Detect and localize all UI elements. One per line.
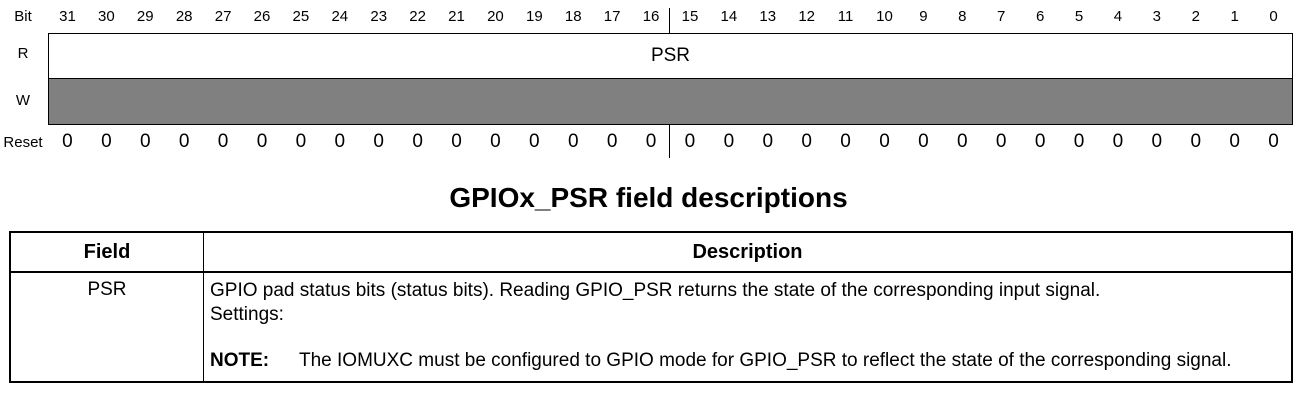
bit-number: 16 — [642, 8, 660, 25]
bit-number: 7 — [997, 8, 1006, 25]
write-row-label: W — [15, 92, 31, 109]
field-column-header: Field — [9, 231, 204, 273]
read-field-psr: PSR — [48, 33, 1293, 79]
reset-value: 0 — [529, 131, 540, 152]
reset-value: 0 — [1229, 131, 1240, 152]
reset-value: 0 — [1268, 131, 1279, 152]
reset-value: 0 — [256, 131, 268, 152]
reset-value: 0 — [295, 131, 307, 152]
bit-number: 18 — [564, 8, 582, 25]
bit-number: 8 — [958, 8, 967, 25]
description-cell: GPIO pad status bits (status bits). Read… — [203, 271, 1293, 383]
bit-number: 3 — [1152, 8, 1161, 25]
reset-value: 0 — [995, 131, 1007, 152]
bit-number: 22 — [409, 8, 426, 25]
write-field-reserved — [48, 78, 1293, 125]
reset-value: 0 — [334, 131, 346, 152]
reset-value: 0 — [840, 131, 851, 152]
reset-value: 0 — [684, 131, 696, 152]
reset-value: 0 — [139, 131, 151, 152]
bit-number: 12 — [798, 8, 816, 25]
note-label: NOTE: — [210, 350, 270, 371]
bit-number: 15 — [681, 8, 699, 25]
reset-value: 0 — [957, 131, 968, 152]
bit-number: 25 — [292, 8, 310, 25]
reset-value: 0 — [1112, 131, 1124, 152]
reset-value: 0 — [490, 131, 501, 152]
bit-number: 5 — [1074, 8, 1084, 25]
reset-value: 0 — [606, 131, 618, 152]
bit-number: 23 — [370, 8, 388, 25]
bit-number: 13 — [759, 8, 777, 25]
field-cell: PSR — [9, 271, 204, 383]
reset-value: 0 — [801, 131, 812, 152]
bit-header-label: Bit — [14, 8, 32, 25]
bit-number: 27 — [214, 8, 232, 25]
bit-number: 2 — [1191, 8, 1200, 25]
bit-number: 4 — [1113, 8, 1123, 25]
reset-value: 0 — [645, 131, 657, 152]
reset-value: 0 — [178, 131, 190, 152]
read-field-name: PSR — [650, 45, 691, 66]
note-text: The IOMUXC must be configured to GPIO mo… — [299, 350, 1232, 371]
reset-value: 0 — [1073, 131, 1085, 152]
reset-value: 0 — [762, 131, 774, 152]
bit-number: 26 — [253, 8, 271, 25]
bit-number: 29 — [136, 8, 154, 25]
reset-value: 0 — [217, 131, 229, 152]
bit-number: 6 — [1035, 8, 1045, 25]
bit-number: 21 — [448, 8, 465, 25]
note-block: NOTE: The IOMUXC must be configured to G… — [210, 349, 1283, 373]
bit-number: 19 — [525, 8, 543, 25]
reset-row-label: Reset — [3, 134, 43, 151]
reset-value: 0 — [879, 131, 890, 152]
reset-value: 0 — [451, 131, 462, 152]
bit-number: 24 — [331, 8, 349, 25]
reset-value: 0 — [1190, 131, 1202, 152]
bit-number: 28 — [175, 8, 193, 25]
bit-number: 30 — [98, 8, 115, 25]
bit-number: 11 — [837, 8, 854, 25]
bit-number: 17 — [603, 8, 621, 25]
reset-value: 0 — [1151, 131, 1163, 152]
bit-number: 1 — [1230, 8, 1239, 25]
reset-value: 0 — [62, 131, 73, 152]
bit-number: 14 — [720, 8, 738, 25]
halfword-divider-bottom — [669, 124, 670, 158]
description-column-header: Description — [203, 231, 1293, 273]
reset-value: 0 — [373, 131, 384, 152]
reset-value: 0 — [567, 131, 579, 152]
settings-text: Settings: — [210, 304, 284, 325]
description-text: GPIO pad status bits (status bits). Read… — [210, 280, 1101, 301]
bit-number: 9 — [919, 8, 928, 25]
halfword-divider-top — [669, 8, 670, 33]
bit-number: 20 — [487, 8, 504, 25]
bit-number: 0 — [1269, 8, 1278, 25]
reset-value: 0 — [412, 131, 423, 152]
reset-value: 0 — [723, 131, 735, 152]
read-row-label: R — [17, 45, 29, 62]
bit-number: 10 — [876, 8, 893, 25]
reset-value: 0 — [101, 131, 112, 152]
bit-number: 31 — [59, 8, 76, 25]
reset-value: 0 — [1034, 131, 1046, 152]
field-description-table: Field Description PSR GPIO pad status bi… — [9, 231, 1293, 383]
reset-value: 0 — [918, 131, 929, 152]
table-header-row: Field Description — [9, 231, 1293, 273]
table-row: PSR GPIO pad status bits (status bits). … — [9, 271, 1293, 383]
field-descriptions-title: GPIOx_PSR field descriptions — [449, 182, 848, 213]
